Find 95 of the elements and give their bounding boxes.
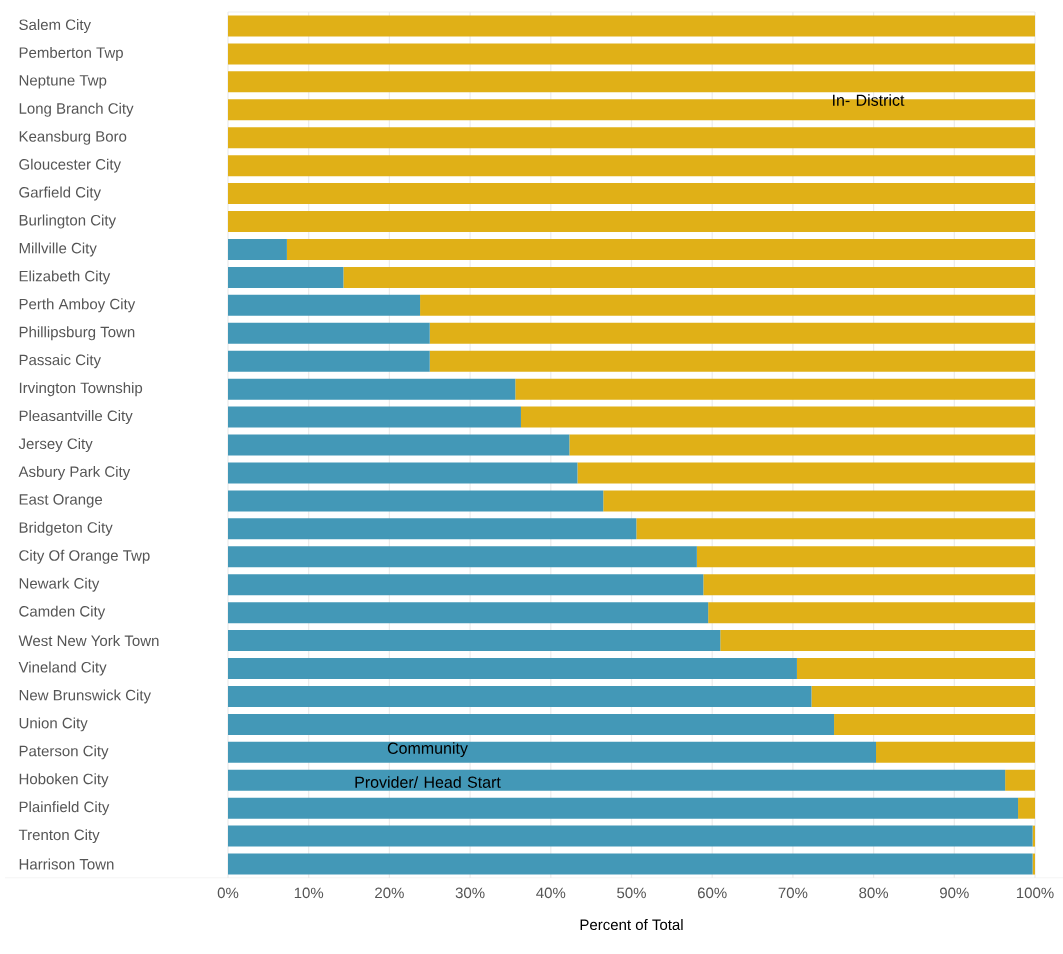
- bar: [228, 238, 287, 260]
- bar: [876, 741, 1036, 763]
- bar: [228, 602, 709, 624]
- x-tick-label: 60%: [697, 887, 727, 899]
- y-tick-label: Bridgeton City: [19, 521, 113, 536]
- y-tick-label: Hoboken City: [19, 773, 109, 788]
- bar: [1018, 797, 1036, 819]
- y-tick-label: Vineland City: [18, 661, 107, 676]
- y-tick-label: West New York Town: [18, 635, 159, 647]
- y-tick-label: Keansburg Boro: [19, 130, 127, 145]
- bar: [228, 462, 578, 484]
- bar: [429, 350, 1036, 372]
- bar: [228, 155, 1036, 177]
- bar: [228, 713, 835, 735]
- bar: [228, 825, 1033, 847]
- y-tick-label: City Of Orange Twp: [19, 549, 150, 564]
- bar: [228, 183, 1036, 205]
- y-tick-label: Pleasantville City: [19, 410, 133, 425]
- bar: [636, 518, 1036, 540]
- bar: [228, 658, 797, 680]
- y-tick-label: Burlington City: [19, 214, 117, 229]
- bar: [796, 658, 1036, 680]
- x-tick-label: 80%: [859, 887, 889, 899]
- y-tick-label: Asbury Park City: [18, 465, 131, 480]
- bar: [228, 518, 637, 540]
- bar: [228, 434, 570, 456]
- bar: [1005, 769, 1036, 791]
- y-tick-label: New Brunswick City: [19, 689, 151, 704]
- y-tick-label: Union City: [19, 717, 88, 732]
- bar: [228, 378, 516, 400]
- y-tick-label: Jersey City: [18, 438, 93, 452]
- bar: [228, 322, 430, 344]
- bar: [228, 211, 1036, 233]
- y-tick-label: Newark City: [19, 577, 100, 592]
- y-tick-label: Paterson City: [19, 745, 109, 760]
- bar: [569, 434, 1036, 456]
- x-axis-title: Percent of Total: [580, 919, 683, 931]
- bar: [228, 406, 521, 428]
- x-tick-label: 40%: [536, 887, 566, 899]
- bar: [228, 350, 430, 372]
- y-tick-label: Plainfield City: [19, 801, 110, 816]
- bar: [420, 294, 1036, 316]
- bar: [228, 43, 1036, 65]
- y-tick-label: Millville City: [19, 242, 97, 257]
- y-tick-label: Gloucester City: [19, 158, 122, 173]
- bar: [228, 490, 604, 512]
- bar: [228, 797, 1019, 819]
- bar: [228, 769, 1006, 791]
- bar: [286, 238, 1036, 260]
- y-tick-label: Long Branch City: [19, 102, 134, 117]
- y-tick-label: Irvington Township: [19, 382, 143, 397]
- bar: [811, 685, 1036, 707]
- x-tick-label: 70%: [778, 887, 808, 899]
- series-label: Community Provider/ Head Start: [355, 742, 501, 788]
- bar: [228, 685, 812, 707]
- bar: [577, 462, 1036, 484]
- bar: [703, 574, 1036, 596]
- x-tick-label: 20%: [375, 887, 404, 899]
- bar: [429, 322, 1036, 344]
- bar: [228, 71, 1036, 93]
- y-tick-label: Trenton City: [18, 829, 100, 844]
- bar: [228, 741, 877, 763]
- bar: [520, 406, 1036, 428]
- bar: [228, 294, 421, 316]
- x-tick-label: 0%: [217, 887, 239, 899]
- y-tick-label: East Orange: [19, 494, 103, 508]
- y-tick-label: Camden City: [19, 605, 106, 620]
- y-tick-label: Pemberton Twp: [19, 46, 123, 61]
- bar: [228, 546, 697, 568]
- bar: [343, 266, 1036, 288]
- x-tick-label: 100%: [1016, 887, 1054, 899]
- bar: [228, 15, 1036, 37]
- bar: [228, 853, 1033, 875]
- bar: [228, 127, 1036, 149]
- y-tick-label: Passaic City: [19, 354, 101, 369]
- bar: [708, 602, 1036, 624]
- y-tick-label: Garfield City: [19, 186, 101, 201]
- y-tick-label: Elizabeth City: [19, 270, 111, 285]
- x-tick-label: 10%: [294, 887, 324, 899]
- y-tick-label: Perth Amboy City: [19, 298, 136, 313]
- x-tick-label: 50%: [617, 887, 646, 899]
- bar: [515, 378, 1036, 400]
- bar: [720, 630, 1036, 652]
- bar: [228, 574, 704, 596]
- bar: [228, 630, 721, 652]
- x-tick-label: 90%: [940, 887, 969, 899]
- bar: [834, 713, 1036, 735]
- x-tick-label: 30%: [455, 887, 485, 899]
- bar: [228, 266, 344, 288]
- y-tick-label: Harrison Town: [19, 858, 114, 870]
- y-tick-label: Neptune Twp: [19, 75, 107, 89]
- bar: [696, 546, 1036, 568]
- bar: [603, 490, 1036, 512]
- y-tick-label: Salem City: [19, 18, 91, 33]
- y-tick-label: Phillipsburg Town: [19, 326, 135, 341]
